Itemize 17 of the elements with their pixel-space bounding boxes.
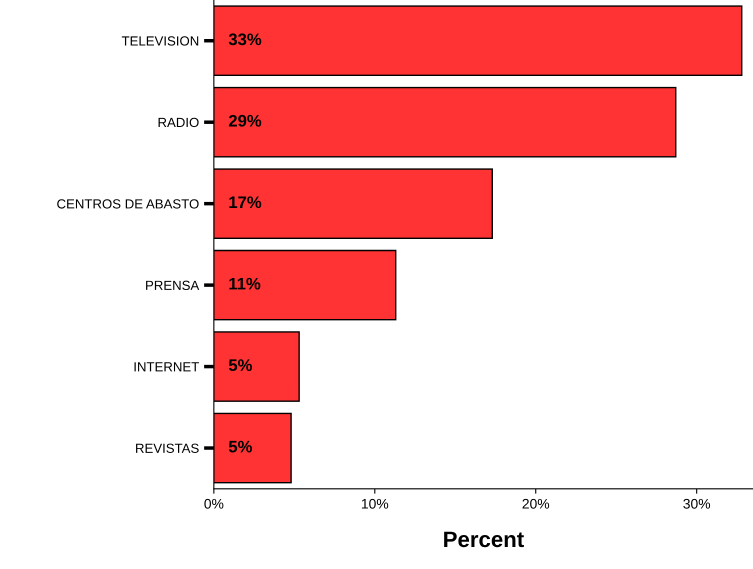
x-axis-title: Percent	[444, 532, 524, 548]
data-label: 33%	[228, 33, 262, 46]
x-tick-label: 10%	[362, 498, 388, 509]
y-tick-label: RADIO	[158, 118, 199, 128]
y-tick-label: TELEVISION	[122, 36, 198, 46]
data-label: 5%	[228, 359, 252, 372]
data-label: 17%	[229, 196, 262, 208]
y-tick-label: INTERNET	[134, 362, 199, 372]
data-label: 29%	[228, 114, 262, 127]
y-tick-label: PRENSA	[146, 280, 200, 290]
x-tick-label: 0%	[204, 498, 224, 509]
x-tick-label: 30%	[683, 498, 710, 509]
y-tick-label: CENTROS DE ABASTO	[57, 199, 199, 209]
data-label: 11%	[229, 278, 260, 290]
y-tick-label: REVISTAS	[136, 444, 199, 453]
data-label: 5%	[228, 440, 252, 453]
x-tick-label: 20%	[522, 498, 550, 509]
